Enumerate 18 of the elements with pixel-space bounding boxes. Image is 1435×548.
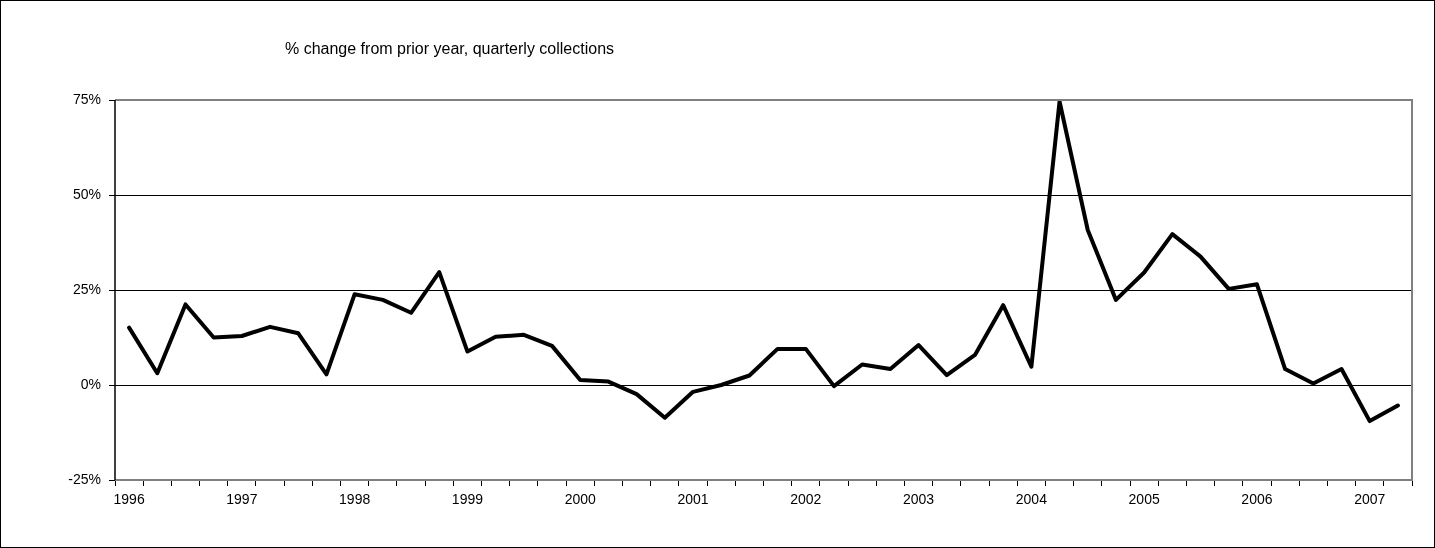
x-tick-label: 2003 <box>903 491 935 508</box>
x-tick-label: 2006 <box>1241 491 1273 508</box>
x-tick-label: 2007 <box>1354 491 1386 508</box>
y-tick-label: -25% <box>68 470 101 487</box>
y-tick-label: 0% <box>80 375 101 392</box>
y-tick-label: 75% <box>72 90 101 107</box>
x-tick-label: 2001 <box>677 491 709 508</box>
x-tick-label: 2004 <box>1015 491 1048 508</box>
x-tick-label: 1999 <box>451 491 484 508</box>
x-tick-label: 1998 <box>339 491 371 508</box>
x-tick-label: 1996 <box>113 491 145 508</box>
x-tick-label: 2000 <box>564 491 597 508</box>
x-tick-label: 2005 <box>1128 491 1160 508</box>
y-tick-label: 50% <box>72 185 101 202</box>
y-tick-label: 25% <box>72 280 101 297</box>
x-tick-label: 2002 <box>790 491 822 508</box>
x-tick-label: 1997 <box>226 491 258 508</box>
chart-title: % change from prior year, quarterly collections <box>285 40 615 58</box>
